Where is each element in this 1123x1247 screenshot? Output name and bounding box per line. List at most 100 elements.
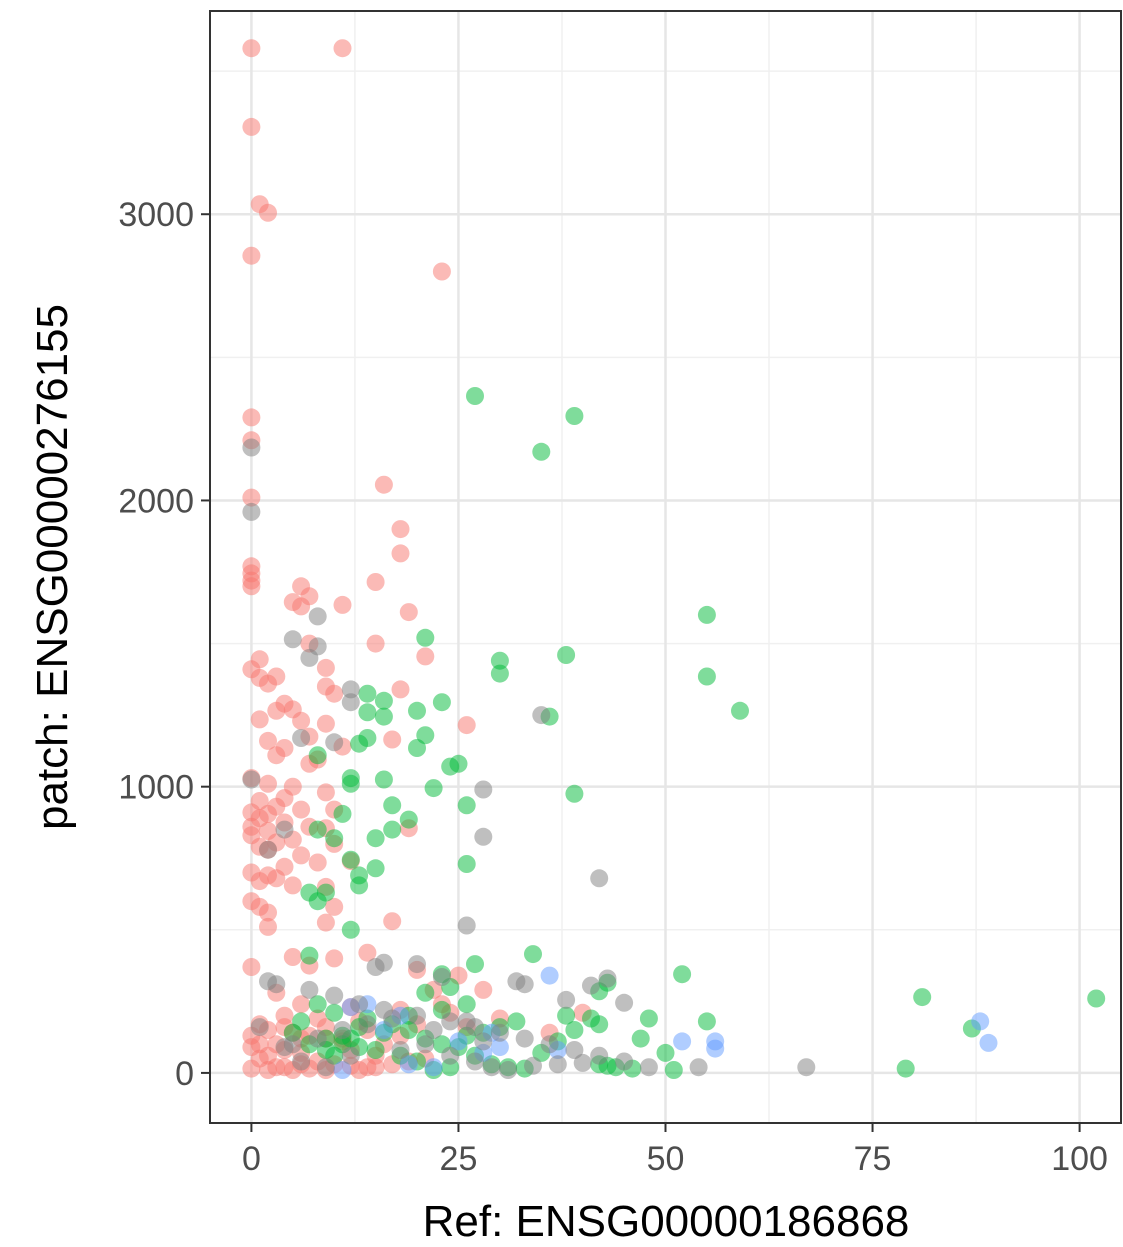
data-point [275, 1038, 294, 1057]
y-tick-label: 3000 [118, 196, 194, 234]
data-point [259, 903, 277, 922]
data-point [573, 1053, 592, 1072]
data-point [913, 988, 932, 1007]
data-point [457, 796, 476, 815]
data-point [242, 488, 261, 507]
data-point [308, 853, 327, 872]
data-point [416, 647, 435, 666]
data-point [267, 975, 286, 994]
data-point [242, 246, 261, 265]
data-point [374, 707, 393, 726]
data-point [507, 1012, 526, 1031]
data-point [242, 408, 261, 427]
x-tick-label: 50 [647, 1140, 685, 1178]
data-point [565, 1021, 584, 1039]
data-point [515, 1029, 534, 1048]
data-point [366, 829, 385, 848]
data-point [408, 1006, 426, 1025]
data-point [292, 597, 311, 616]
data-point [283, 948, 302, 966]
data-point [275, 820, 294, 839]
data-point [259, 203, 277, 222]
data-point [300, 980, 319, 999]
data-point [341, 774, 360, 793]
data-point [325, 949, 344, 968]
data-point [316, 783, 335, 802]
data-point [350, 995, 369, 1014]
data-point [308, 820, 327, 839]
data-point [399, 810, 418, 829]
data-point [532, 706, 551, 725]
data-point [358, 703, 377, 722]
data-point [383, 820, 402, 839]
data-point [325, 829, 344, 848]
data-point [474, 780, 493, 799]
data-point [540, 966, 559, 985]
data-point [350, 734, 369, 753]
data-point [333, 595, 352, 614]
data-point [366, 1041, 385, 1059]
data-point [706, 1032, 725, 1051]
data-point [466, 387, 484, 405]
data-point [656, 1043, 675, 1062]
data-point [482, 1058, 501, 1077]
data-point [615, 993, 634, 1012]
data-point [457, 995, 476, 1014]
data-point [457, 855, 476, 873]
data-point [532, 442, 551, 461]
data-point [697, 1012, 716, 1031]
data-point [325, 733, 344, 752]
data-point [416, 726, 435, 745]
data-point [292, 711, 311, 730]
data-point [275, 1058, 294, 1077]
data-point [896, 1059, 915, 1078]
data-point [267, 746, 286, 765]
data-point [540, 1035, 559, 1054]
data-point [350, 876, 369, 895]
data-point [441, 1046, 460, 1065]
data-point [524, 1056, 542, 1075]
data-point [490, 651, 509, 670]
data-point [325, 1003, 344, 1022]
data-point [383, 912, 402, 931]
data-point [383, 796, 402, 815]
data-point [292, 729, 311, 747]
y-axis-title: patch: ENSG00000276155 [28, 304, 77, 830]
data-point [242, 770, 261, 789]
data-point [259, 917, 277, 936]
data-point [316, 714, 335, 733]
data-point [292, 995, 311, 1014]
data-point [242, 117, 261, 136]
data-point [399, 1021, 418, 1039]
data-point [250, 710, 269, 729]
x-axis-title: Ref: ENSG00000186868 [423, 1197, 910, 1246]
data-point [524, 945, 542, 964]
data-point [557, 990, 576, 1009]
data-point [341, 850, 360, 869]
data-point [308, 1029, 327, 1048]
data-point [283, 630, 302, 649]
data-point [259, 774, 277, 793]
data-point [292, 1052, 311, 1071]
data-point [697, 667, 716, 686]
data-point [242, 438, 261, 457]
data-point [797, 1058, 816, 1077]
data-point [474, 827, 493, 846]
data-point [399, 1055, 418, 1074]
x-tick-label: 100 [1051, 1140, 1108, 1178]
data-point [300, 648, 319, 667]
data-point [639, 1058, 658, 1077]
data-point [316, 913, 335, 932]
data-point [449, 754, 468, 773]
data-point [358, 684, 377, 703]
data-point [474, 980, 493, 999]
data-point [391, 520, 410, 539]
data-point [300, 946, 319, 965]
data-point [590, 869, 609, 888]
data-point [341, 1046, 360, 1065]
data-point [259, 674, 277, 693]
data-point [1087, 989, 1106, 1008]
data-point [631, 1029, 650, 1048]
data-point [565, 784, 584, 803]
data-point [308, 607, 327, 626]
